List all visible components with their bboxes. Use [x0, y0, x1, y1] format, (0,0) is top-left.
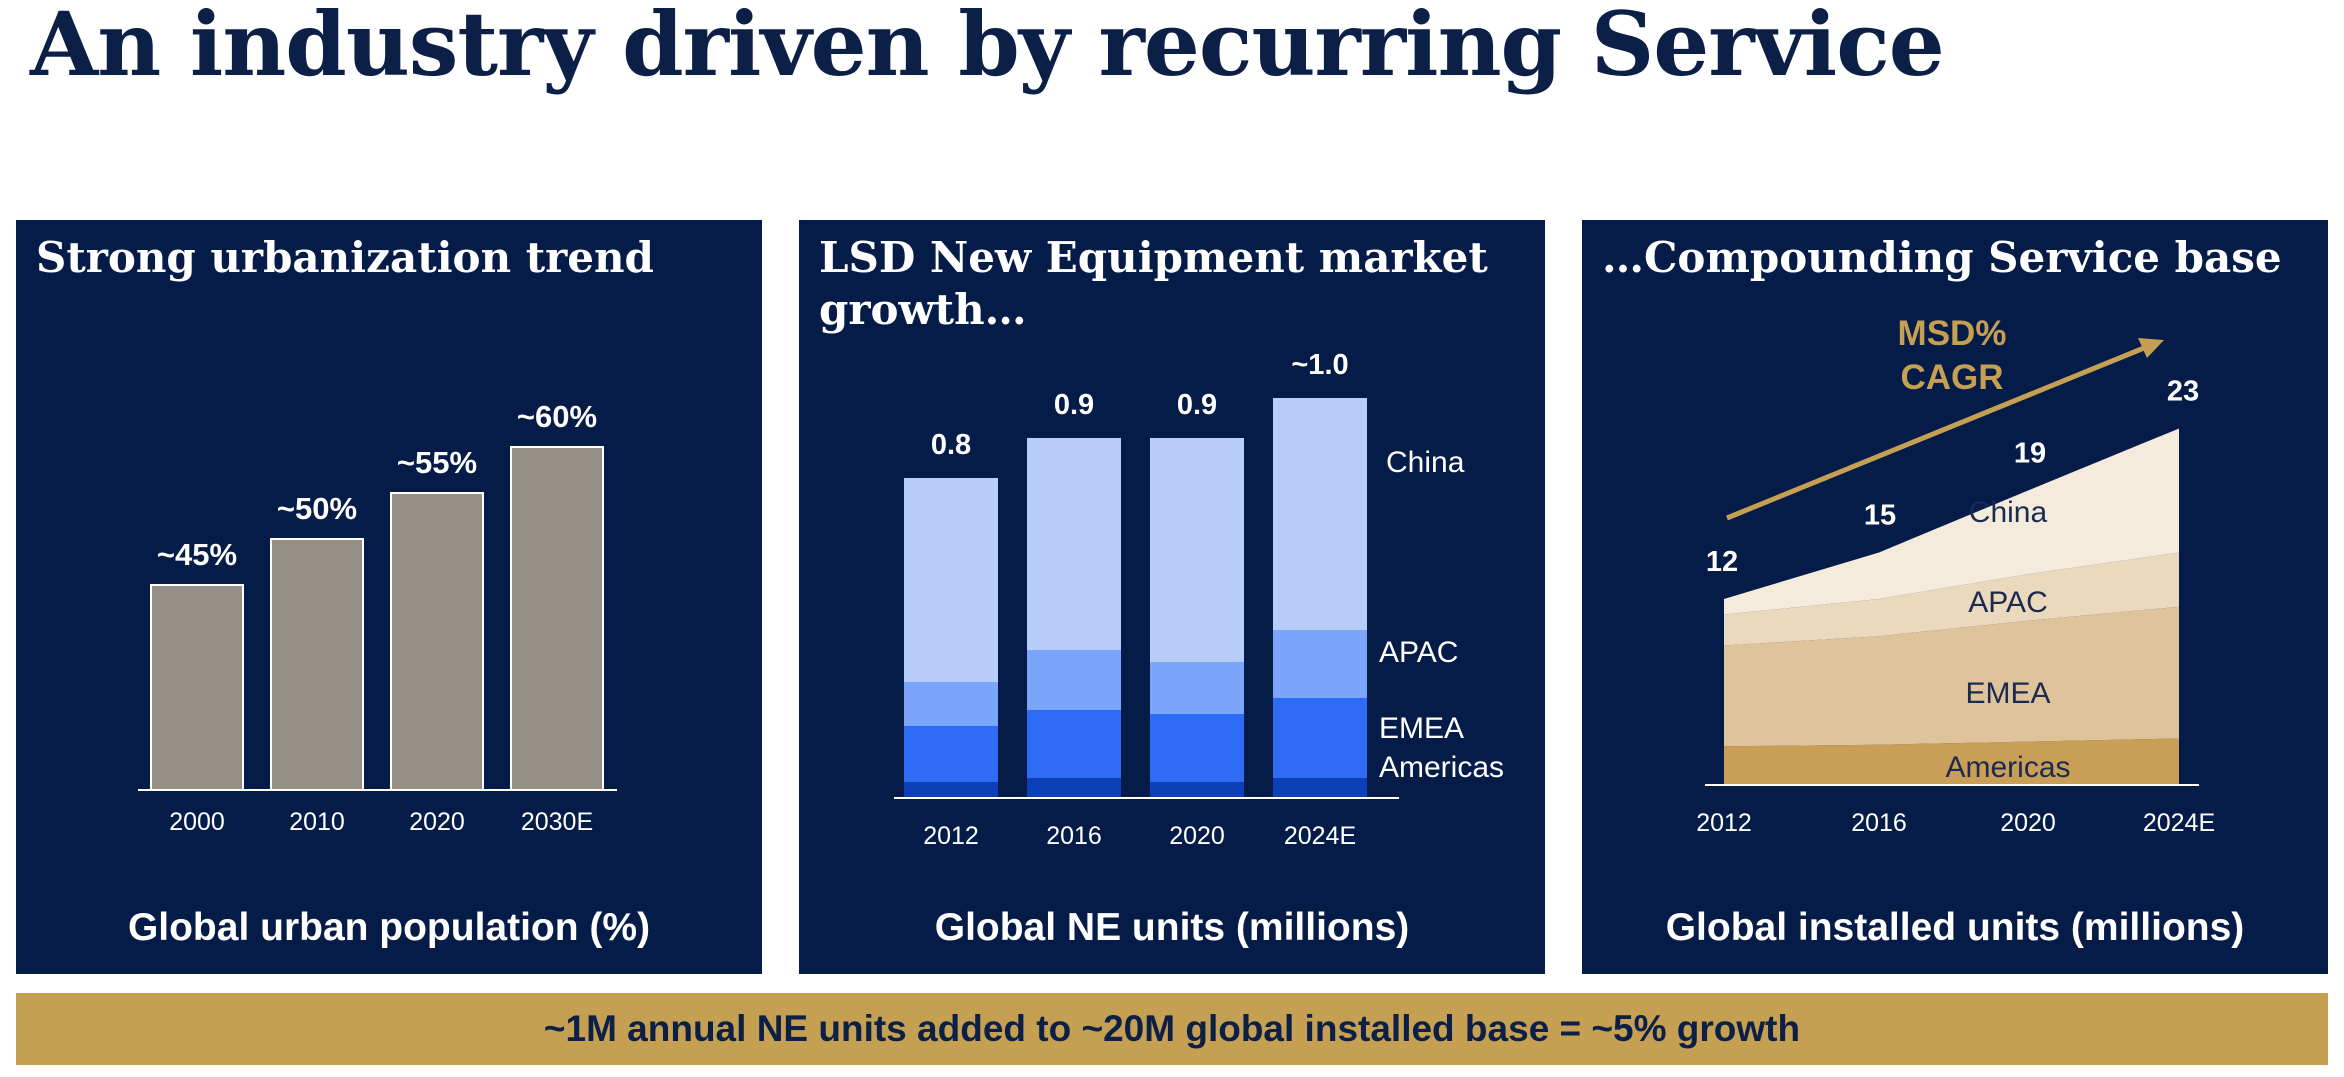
urbanization-panel: Strong urbanization trend ~45% 2000 ~50% 20…: [16, 220, 762, 974]
new-equipment-caption: Global NE units (millions): [934, 906, 1410, 949]
data-label: ~45%: [157, 537, 237, 572]
x-tick-label: 2016: [1851, 809, 1907, 837]
new-equipment-heading: LSD New Equipment market growth…: [819, 233, 1488, 334]
cagr-arrow-head: [2138, 338, 2164, 358]
x-tick-label: 2012: [923, 822, 979, 850]
bar: [150, 584, 244, 791]
data-label: ~55%: [397, 445, 477, 480]
area-series: [1724, 552, 2179, 646]
cagr-annotation: MSD%: [1898, 314, 2007, 353]
total-label: 0.9: [1177, 389, 1217, 421]
service-base-heading: …Compounding Service base: [1602, 233, 2282, 282]
total-label: 12: [1706, 546, 1738, 578]
area-series: [1724, 606, 2179, 747]
area-series: [1724, 428, 2179, 615]
bar-segment: [1273, 698, 1367, 778]
x-tick-label: 2024E: [1284, 822, 1356, 850]
data-label: ~60%: [517, 399, 597, 434]
x-tick-label: 2016: [1046, 822, 1102, 850]
series-label: EMEA: [1965, 677, 2050, 710]
bar-segment: [1273, 630, 1367, 698]
installed-base-area-chart: 2012 2016 2020 2024E 12 15 19 23 Americas EMEA APA…: [1696, 314, 2215, 837]
bar-segment: [1027, 438, 1121, 650]
bar-segment: [1150, 662, 1244, 714]
bar-segment: [1027, 650, 1121, 710]
x-tick-label: 2030E: [521, 808, 593, 836]
service-base-caption: Global installed units (millions): [1665, 906, 2245, 949]
bar-segment: [1150, 714, 1244, 782]
bar-segment: [1150, 782, 1244, 798]
total-label: 0.8: [931, 429, 971, 461]
bar-segment: [1273, 778, 1367, 798]
new-equipment-stacked-bar-chart: 0.8 2012 0.9 2016 0.9 2020 ~1.0 2024E Americas EM…: [894, 349, 1504, 850]
x-tick-label: 2012: [1696, 809, 1752, 837]
bar-segment: [904, 726, 998, 782]
total-label: ~1.0: [1291, 349, 1348, 381]
urbanization-heading: Strong urbanization trend: [36, 233, 654, 282]
bar-segment: [904, 682, 998, 726]
urbanization-bar-chart: ~45% 2000 ~50% 2010 ~55% 2020 ~60% 2030E: [138, 399, 617, 836]
cagr-arrow-line: [1726, 345, 2145, 521]
x-tick-label: 2020: [2000, 809, 2056, 837]
x-tick-label: 2010: [289, 808, 345, 836]
series-label: China: [1969, 496, 2048, 529]
series-label: Americas: [1945, 751, 2070, 784]
new-equipment-panel: LSD New Equipment market growth… 0.8 2012…: [799, 220, 1545, 974]
bar-segment: [1027, 778, 1121, 798]
urbanization-caption: Global urban population (%): [127, 906, 651, 949]
area-series: [1724, 738, 2179, 785]
bar-segment: [1150, 438, 1244, 662]
bar-segment: [1273, 398, 1367, 630]
x-tick-label: 2020: [409, 808, 465, 836]
bar-segment: [1027, 710, 1121, 778]
total-label: 15: [1864, 500, 1896, 532]
series-label: China: [1386, 446, 1465, 479]
x-tick-label: 2000: [169, 808, 225, 836]
bar: [390, 492, 484, 791]
total-label: 0.9: [1054, 389, 1094, 421]
total-label: 23: [2167, 376, 2199, 408]
summary-banner: ~1M annual NE units added to ~20M global…: [16, 993, 2328, 1065]
total-label: 19: [2014, 438, 2046, 470]
service-base-panel: …Compounding Service base 2012 2016 2020 20…: [1582, 220, 2328, 974]
x-tick-label: 2024E: [2143, 809, 2215, 837]
x-tick-label: 2020: [1169, 822, 1225, 850]
bar: [510, 446, 604, 791]
bar-segment: [904, 782, 998, 798]
data-label: ~50%: [277, 491, 357, 526]
page-title: An industry driven by recurring Service: [30, 0, 1945, 96]
series-label: Americas: [1379, 751, 1504, 784]
bar-segment: [904, 478, 998, 682]
cagr-annotation: CAGR: [1900, 358, 2003, 397]
series-label: APAC: [1379, 636, 1458, 669]
bar: [270, 538, 364, 791]
series-label: EMEA: [1379, 712, 1464, 745]
series-label: APAC: [1968, 586, 2047, 619]
